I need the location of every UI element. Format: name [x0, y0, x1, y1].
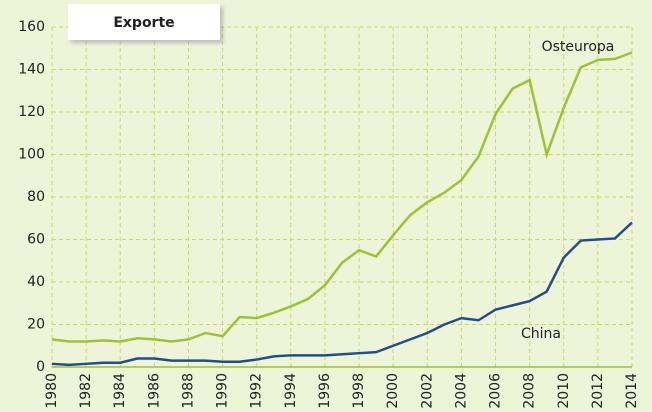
x-tick-label: 2008: [522, 373, 538, 409]
x-tick-label: 1994: [283, 373, 299, 409]
y-tick-label: 160: [18, 19, 45, 35]
x-tick-label: 2012: [590, 373, 606, 409]
x-tick-label: 1986: [146, 373, 162, 409]
series-label: Osteuropa: [542, 39, 615, 55]
series-line: [51, 221, 633, 367]
y-tick-label: 100: [18, 147, 45, 163]
y-tick-label: 80: [27, 189, 45, 205]
plot: [51, 51, 633, 367]
series-label: China: [521, 326, 561, 342]
x-tick-label: 2002: [419, 373, 435, 409]
grid: [51, 26, 633, 368]
x-tick-label: 2006: [488, 373, 504, 409]
x-tick-label: 2000: [385, 373, 401, 409]
x-tick-label: 1998: [351, 373, 367, 409]
x-tick-label: 1984: [112, 373, 128, 409]
x-tick-label: 2014: [624, 373, 640, 409]
x-tick-label: 1988: [180, 373, 196, 409]
title-box: [68, 4, 220, 40]
x-tick-label: 1980: [44, 373, 60, 409]
y-tick-label: 0: [36, 359, 45, 375]
y-tick-label: 60: [27, 232, 45, 248]
x-tick-label: 2004: [453, 373, 469, 409]
x-tick-label: 1990: [215, 373, 231, 409]
y-tick-label: 140: [18, 62, 45, 78]
series-line: [51, 51, 633, 343]
y-tick-label: 40: [27, 274, 45, 290]
x-tick-label: 2010: [556, 373, 572, 409]
chart-title: Exporte: [113, 15, 174, 31]
y-tick-label: 20: [27, 317, 45, 333]
x-tick-label: 1996: [317, 373, 333, 409]
x-tick-label: 1992: [249, 373, 265, 409]
x-tick-label: 1982: [78, 373, 94, 409]
y-tick-label: 120: [18, 104, 45, 120]
